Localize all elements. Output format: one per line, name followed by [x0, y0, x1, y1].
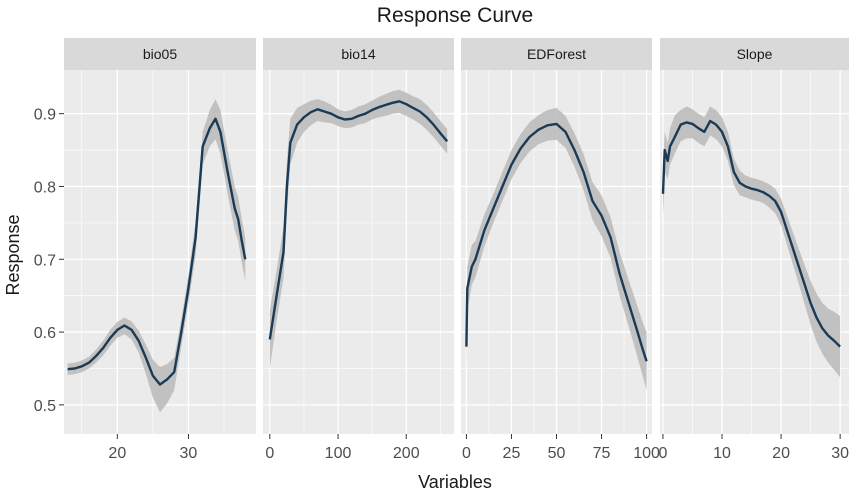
response-line [465, 122, 648, 362]
x-tick-label: 75 [593, 445, 611, 462]
x-tick-label: 30 [180, 445, 198, 462]
x-tick-label: 10 [713, 445, 731, 462]
strip-background [263, 38, 454, 70]
x-tick-label: 0 [659, 445, 668, 462]
strip-background [64, 38, 256, 70]
x-tick-label: 0 [265, 445, 274, 462]
x-axis-label: Variables [418, 472, 492, 492]
y-tick-label: 0.8 [34, 179, 56, 196]
strip-label: Slope [737, 46, 773, 62]
response-line [67, 117, 247, 386]
x-tick-label: 100 [633, 445, 660, 462]
strip-label: bio14 [341, 46, 375, 62]
panel-bio05: bio05 20 30 [64, 38, 256, 462]
strip-label: bio05 [143, 46, 177, 62]
x-tick-label: 100 [325, 445, 352, 462]
response-line [661, 119, 841, 348]
x-tick-label: 25 [503, 445, 521, 462]
panel-bio14: bio14 0 100 200 [263, 38, 454, 462]
x-tick-label: 20 [108, 445, 126, 462]
strip-background [660, 38, 849, 70]
x-tick-label: 0 [462, 445, 471, 462]
x-tick-label: 20 [772, 445, 790, 462]
strip-background [461, 38, 652, 70]
y-tick-label: 0.5 [34, 398, 56, 415]
x-tick-label: 200 [393, 445, 420, 462]
x-tick-label: 30 [831, 445, 849, 462]
response-line [268, 100, 449, 340]
y-tick-label: 0.7 [34, 252, 56, 269]
chart-title: Response Curve [377, 4, 533, 27]
panel-slope: Slope 0 10 20 30 [659, 38, 849, 462]
confidence-band [466, 107, 647, 391]
y-axis: 0.5 0.6 0.7 0.8 0.9 [34, 107, 64, 415]
confidence-band [663, 106, 841, 378]
panel-edforest: EDForest 0 25 50 75 100 [461, 38, 660, 462]
y-axis-label: Response [3, 214, 23, 295]
strip-label: EDForest [527, 46, 586, 62]
x-tick-label: 50 [548, 445, 566, 462]
y-tick-label: 0.9 [34, 107, 56, 124]
y-tick-label: 0.6 [34, 325, 56, 342]
confidence-band [269, 89, 448, 369]
